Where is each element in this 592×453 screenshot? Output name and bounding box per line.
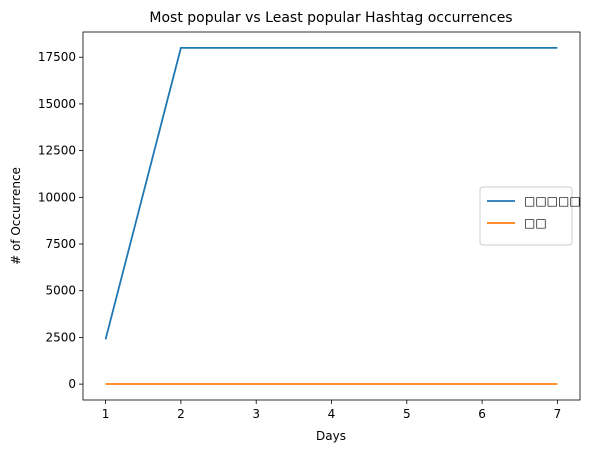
x-tick-label: 4 [328, 407, 336, 421]
y-tick-label: 17500 [38, 50, 76, 64]
y-tick-label: 2500 [45, 330, 76, 344]
legend-label-2: □□ [524, 216, 547, 230]
legend-label-1: □□□□□ [524, 194, 581, 208]
x-tick-label: 2 [177, 407, 185, 421]
x-tick-label: 1 [102, 407, 110, 421]
y-tick-label: 12500 [38, 144, 76, 158]
x-tick-label: 6 [478, 407, 486, 421]
legend: □□□□□□□ [479, 186, 581, 246]
y-tick-label: 7500 [45, 237, 76, 251]
y-axis-label: # of Occurrence [9, 167, 23, 265]
plot-area: 1 2 3 4 5 6 7 0 2500 5000 7500 10000 12500 15000 17500 [38, 31, 581, 421]
y-tick-label: 15000 [38, 97, 76, 111]
y-tick-label: 5000 [45, 284, 76, 298]
y-tick-label: 10000 [38, 190, 76, 204]
x-axis-label: Days [316, 429, 346, 443]
x-tick-label: 3 [252, 407, 260, 421]
chart-title: Most popular vs Least popular Hashtag oc… [149, 10, 512, 26]
x-tick-label: 7 [554, 407, 562, 421]
x-tick-label: 5 [403, 407, 411, 421]
series-line-1 [104, 46, 558, 340]
y-tick-label: 0 [68, 377, 76, 391]
